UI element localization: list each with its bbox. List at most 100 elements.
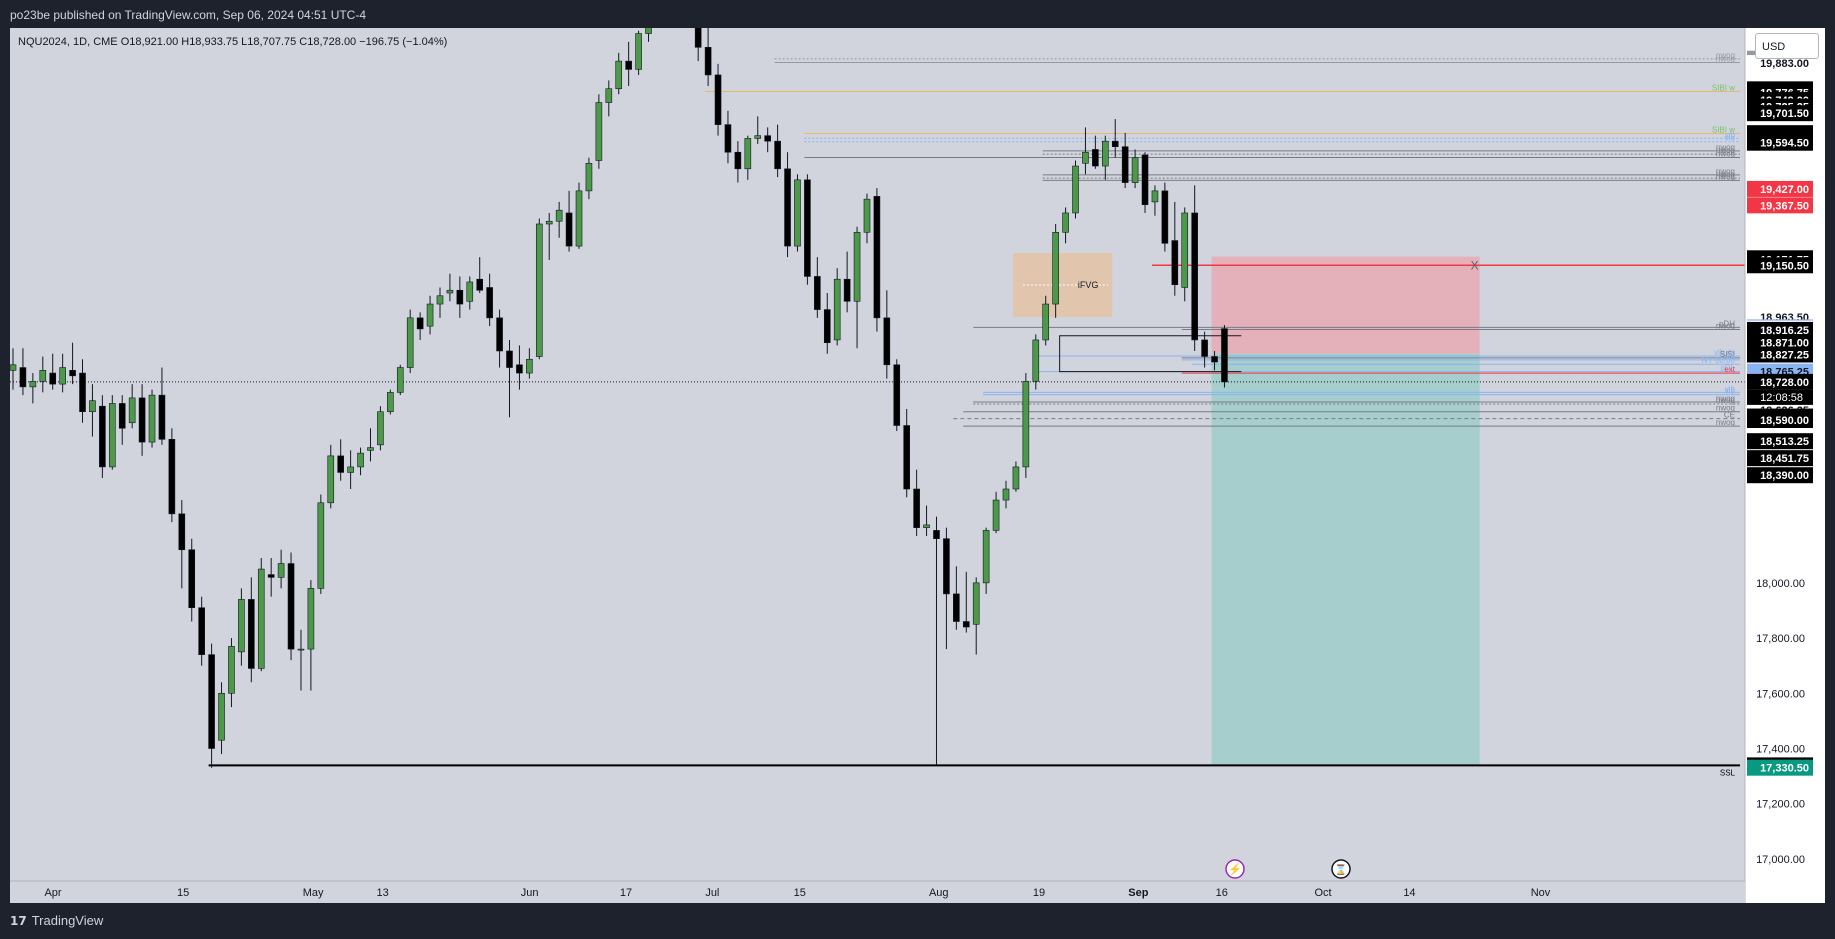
- candle-body[interactable]: [823, 309, 831, 343]
- candle-body[interactable]: [178, 513, 186, 551]
- candle-body[interactable]: [158, 394, 166, 440]
- candle-body[interactable]: [1221, 328, 1228, 383]
- candle-body[interactable]: [972, 582, 980, 625]
- candle-body[interactable]: [1121, 146, 1129, 183]
- candle-body[interactable]: [516, 364, 523, 374]
- candle-body[interactable]: [317, 502, 325, 589]
- candle-body[interactable]: [287, 563, 295, 650]
- candle-body[interactable]: [843, 278, 851, 302]
- candle-body[interactable]: [128, 397, 136, 424]
- candle-body[interactable]: [784, 168, 791, 247]
- candle-body[interactable]: [605, 88, 613, 103]
- candle-body[interactable]: [19, 367, 27, 388]
- candle-body[interactable]: [208, 654, 215, 749]
- candle-body[interactable]: [1161, 190, 1169, 244]
- candle-body[interactable]: [1082, 151, 1089, 164]
- candle-body[interactable]: [367, 447, 374, 451]
- candle-body[interactable]: [1141, 154, 1149, 205]
- candle-body[interactable]: [69, 370, 76, 377]
- candle-body[interactable]: [118, 403, 126, 429]
- candle-body[interactable]: [59, 367, 66, 385]
- candle-body[interactable]: [79, 372, 86, 413]
- candle-body[interactable]: [1022, 381, 1030, 468]
- candle-body[interactable]: [277, 563, 285, 578]
- candle-body[interactable]: [476, 278, 484, 291]
- candle-body[interactable]: [327, 455, 335, 504]
- candle-body[interactable]: [1102, 140, 1109, 167]
- candle-body[interactable]: [923, 524, 930, 528]
- candle-body[interactable]: [992, 499, 1000, 531]
- chart-area[interactable]: iFVG nwog nwog SIBI w SIBI w vib vib nwog nwog nw…: [10, 28, 1825, 903]
- candle-body[interactable]: [962, 621, 970, 628]
- candle-body[interactable]: [764, 135, 771, 142]
- candle-body[interactable]: [1191, 212, 1198, 341]
- candle-body[interactable]: [49, 372, 57, 385]
- candle-body[interactable]: [436, 295, 444, 305]
- tradingview-logo[interactable]: 17 TradingView: [10, 913, 103, 928]
- candle-body[interactable]: [1181, 212, 1189, 288]
- candle-body[interactable]: [734, 151, 742, 170]
- candle-body[interactable]: [406, 317, 414, 368]
- candle-body[interactable]: [248, 599, 255, 669]
- candle-body[interactable]: [496, 317, 503, 352]
- candle-body[interactable]: [774, 140, 781, 170]
- candle-body[interactable]: [804, 179, 811, 277]
- candle-body[interactable]: [526, 358, 533, 374]
- candle-body[interactable]: [238, 599, 245, 653]
- candle-body[interactable]: [1131, 157, 1139, 183]
- candle-body[interactable]: [853, 231, 861, 302]
- candle-body[interactable]: [168, 439, 176, 515]
- candle-body[interactable]: [873, 196, 881, 319]
- candle-body[interactable]: [387, 392, 394, 413]
- candle-body[interactable]: [297, 648, 305, 651]
- candle-body[interactable]: [357, 452, 364, 468]
- candle-body[interactable]: [794, 179, 801, 247]
- candle-body[interactable]: [337, 455, 344, 473]
- candle-body[interactable]: [1211, 356, 1218, 363]
- candle-body[interactable]: [109, 403, 116, 468]
- candle-body[interactable]: [138, 397, 146, 443]
- candle-body[interactable]: [883, 317, 891, 366]
- candle-body[interactable]: [1012, 466, 1020, 490]
- candle-body[interactable]: [1171, 240, 1179, 286]
- candle-body[interactable]: [535, 223, 543, 357]
- candle-body[interactable]: [39, 370, 47, 382]
- candle-body[interactable]: [754, 135, 762, 139]
- candle-body[interactable]: [506, 350, 513, 368]
- candle-body[interactable]: [10, 364, 17, 371]
- candle-body[interactable]: [198, 607, 205, 655]
- candle-body[interactable]: [486, 287, 493, 319]
- candle-body[interactable]: [218, 692, 225, 741]
- candle-body[interactable]: [1151, 190, 1159, 203]
- candle-body[interactable]: [903, 425, 911, 490]
- candle-body[interactable]: [565, 212, 573, 247]
- candle-body[interactable]: [267, 574, 275, 578]
- candle-body[interactable]: [416, 317, 424, 330]
- candle-body[interactable]: [456, 289, 464, 305]
- candle-body[interactable]: [1201, 339, 1208, 357]
- candle-body[interactable]: [625, 60, 632, 70]
- candle-body[interactable]: [1092, 149, 1099, 167]
- plot-background[interactable]: [10, 28, 1745, 881]
- candle-body[interactable]: [446, 289, 454, 294]
- candle-body[interactable]: [99, 405, 106, 468]
- candle-body[interactable]: [545, 220, 553, 225]
- time-axis[interactable]: [10, 881, 1745, 903]
- candle-body[interactable]: [89, 400, 96, 413]
- candle-body[interactable]: [426, 303, 434, 327]
- lightning-icon[interactable]: [1225, 859, 1245, 879]
- candle-body[interactable]: [575, 190, 583, 247]
- candle-body[interactable]: [1042, 303, 1050, 341]
- candle-body[interactable]: [635, 33, 642, 70]
- candle-body[interactable]: [257, 568, 265, 669]
- candle-body[interactable]: [595, 102, 603, 161]
- candle-body[interactable]: [833, 278, 841, 341]
- candle-body[interactable]: [1032, 339, 1040, 382]
- candle-body[interactable]: [744, 138, 752, 170]
- candle-body[interactable]: [704, 47, 712, 76]
- candle-body[interactable]: [863, 198, 871, 233]
- candle-body[interactable]: [1052, 231, 1059, 305]
- candle-body[interactable]: [1002, 488, 1010, 501]
- candle-body[interactable]: [814, 276, 821, 310]
